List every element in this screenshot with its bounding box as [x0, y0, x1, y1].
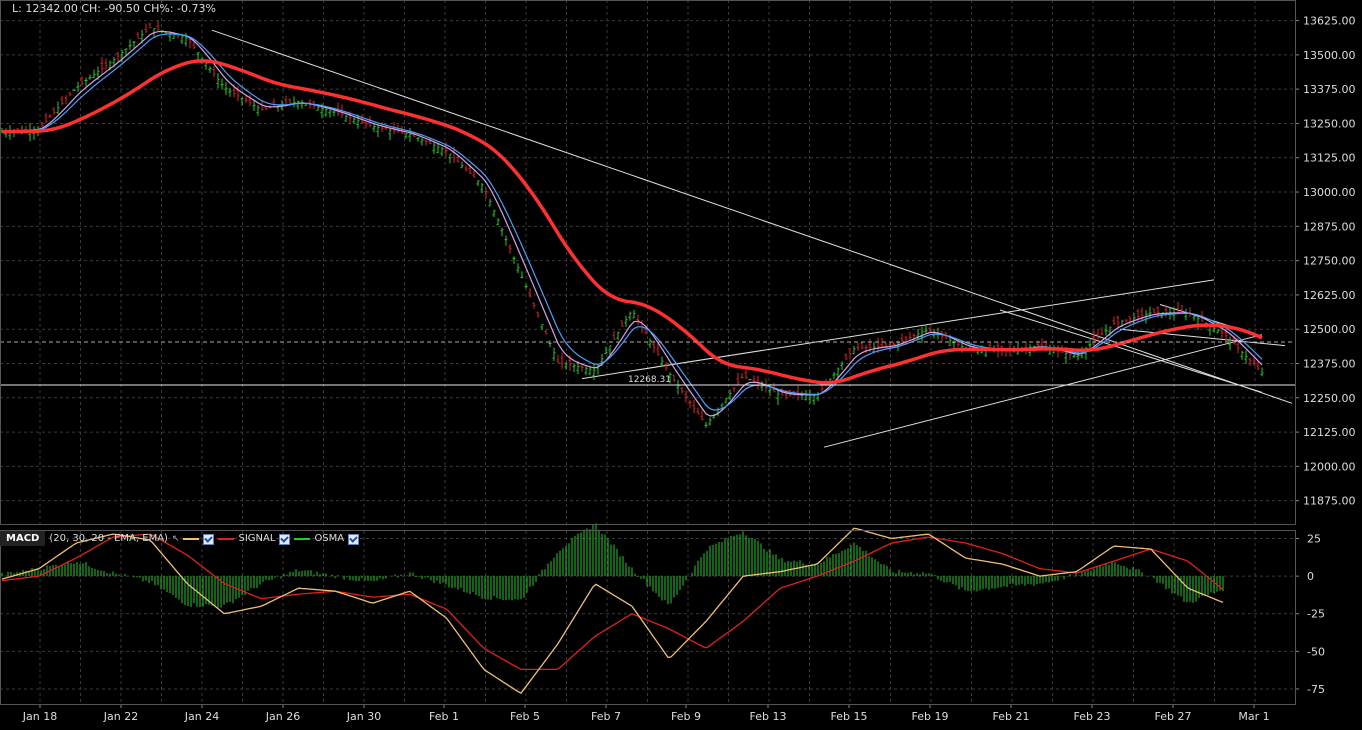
macd-axis: 25 0 -25 -50 -75 [1295, 533, 1325, 696]
trendline [1119, 328, 1286, 347]
price-tick-label: 12000.00 [1303, 460, 1356, 473]
price-tick-label: 11875.00 [1303, 495, 1356, 508]
price-tick-label: 12625.00 [1303, 289, 1356, 302]
macd-tick-label: -50 [1307, 645, 1325, 658]
macd-params: (20, 30, 20 - EMA, EMA) [49, 533, 168, 544]
osma-label: OSMA [314, 533, 345, 544]
price-axis: 13625.00 13500.00 13375.00 13250.00 13125.00… [1295, 15, 1356, 508]
date-tick-label: Feb 13 [750, 710, 787, 723]
date-tick-label: Jan 18 [22, 710, 57, 723]
date-tick-label: Jan 24 [184, 710, 219, 723]
macd-line [1, 527, 1224, 695]
support-price-label: 12268.31 [628, 375, 671, 385]
macd-title: MACD [0, 531, 46, 546]
cursor-icon: ↖ [171, 533, 180, 544]
price-tick-label: 12500.00 [1303, 323, 1356, 336]
macd-tick-label: 0 [1307, 570, 1314, 583]
price-tick-label: 12250.00 [1303, 392, 1356, 405]
signal-label: SIGNAL [238, 533, 276, 544]
date-tick-label: Feb 21 [993, 710, 1030, 723]
date-tick-label: Feb 7 [591, 710, 621, 723]
trendline [581, 279, 1215, 380]
price-tick-label: 12875.00 [1303, 220, 1356, 233]
macd-tick-label: -75 [1307, 683, 1325, 696]
date-tick-label: Jan 26 [265, 710, 300, 723]
price-frame [0, 0, 1296, 525]
date-tick-label: Jan 22 [103, 710, 138, 723]
date-tick-label: Feb 27 [1155, 710, 1192, 723]
price-tick-label: 13625.00 [1303, 15, 1356, 28]
date-tick-label: Mar 1 [1238, 710, 1269, 723]
price-tick-label: 12750.00 [1303, 255, 1356, 268]
macd-legend: MACD (20, 30, 20 - EMA, EMA) ↖ SIGNAL OS… [0, 531, 360, 546]
osma-swatch [294, 537, 311, 540]
trendline [823, 334, 1263, 448]
price-tick-label: 12125.00 [1303, 426, 1356, 439]
date-tick-label: Feb 23 [1074, 710, 1111, 723]
price-info: L: 12342.00 CH: -90.50 CH%: -0.73% [12, 2, 216, 15]
date-tick-label: Feb 19 [912, 710, 949, 723]
macd-visible-checkbox[interactable] [203, 534, 215, 545]
price-tick-label: 13125.00 [1303, 152, 1356, 165]
signal-visible-checkbox[interactable] [279, 534, 291, 545]
trendline [999, 309, 1263, 393]
macd-swatch [183, 537, 200, 540]
macd-tick-label: -25 [1307, 608, 1325, 621]
price-tick-label: 12375.00 [1303, 358, 1356, 371]
price-tick-label: 13500.00 [1303, 49, 1356, 62]
date-tick-label: Feb 15 [831, 710, 868, 723]
macd-frame [0, 530, 1296, 705]
osma-visible-checkbox[interactable] [348, 534, 360, 545]
date-tick-label: Feb 9 [671, 710, 701, 723]
macd-lines [1, 527, 1224, 695]
signal-swatch [218, 537, 235, 540]
price-tick-label: 13000.00 [1303, 186, 1356, 199]
moving-averages [1, 30, 1263, 417]
date-axis: Jan 18 Jan 22 Jan 24 Jan 26 Jan 30 Feb 1 Feb 5… [22, 704, 1270, 723]
date-tick-label: Jan 30 [346, 710, 381, 723]
signal-line [1, 533, 1224, 671]
date-tick-label: Feb 1 [429, 710, 459, 723]
osma-histogram [1, 523, 1224, 608]
trendline [211, 29, 1293, 404]
price-tick-label: 13250.00 [1303, 117, 1356, 130]
date-tick-label: Feb 5 [510, 710, 540, 723]
trendlines [211, 29, 1293, 448]
macd-tick-label: 25 [1307, 533, 1321, 546]
ma-slow-line [2, 59, 1263, 385]
price-tick-label: 13375.00 [1303, 83, 1356, 96]
